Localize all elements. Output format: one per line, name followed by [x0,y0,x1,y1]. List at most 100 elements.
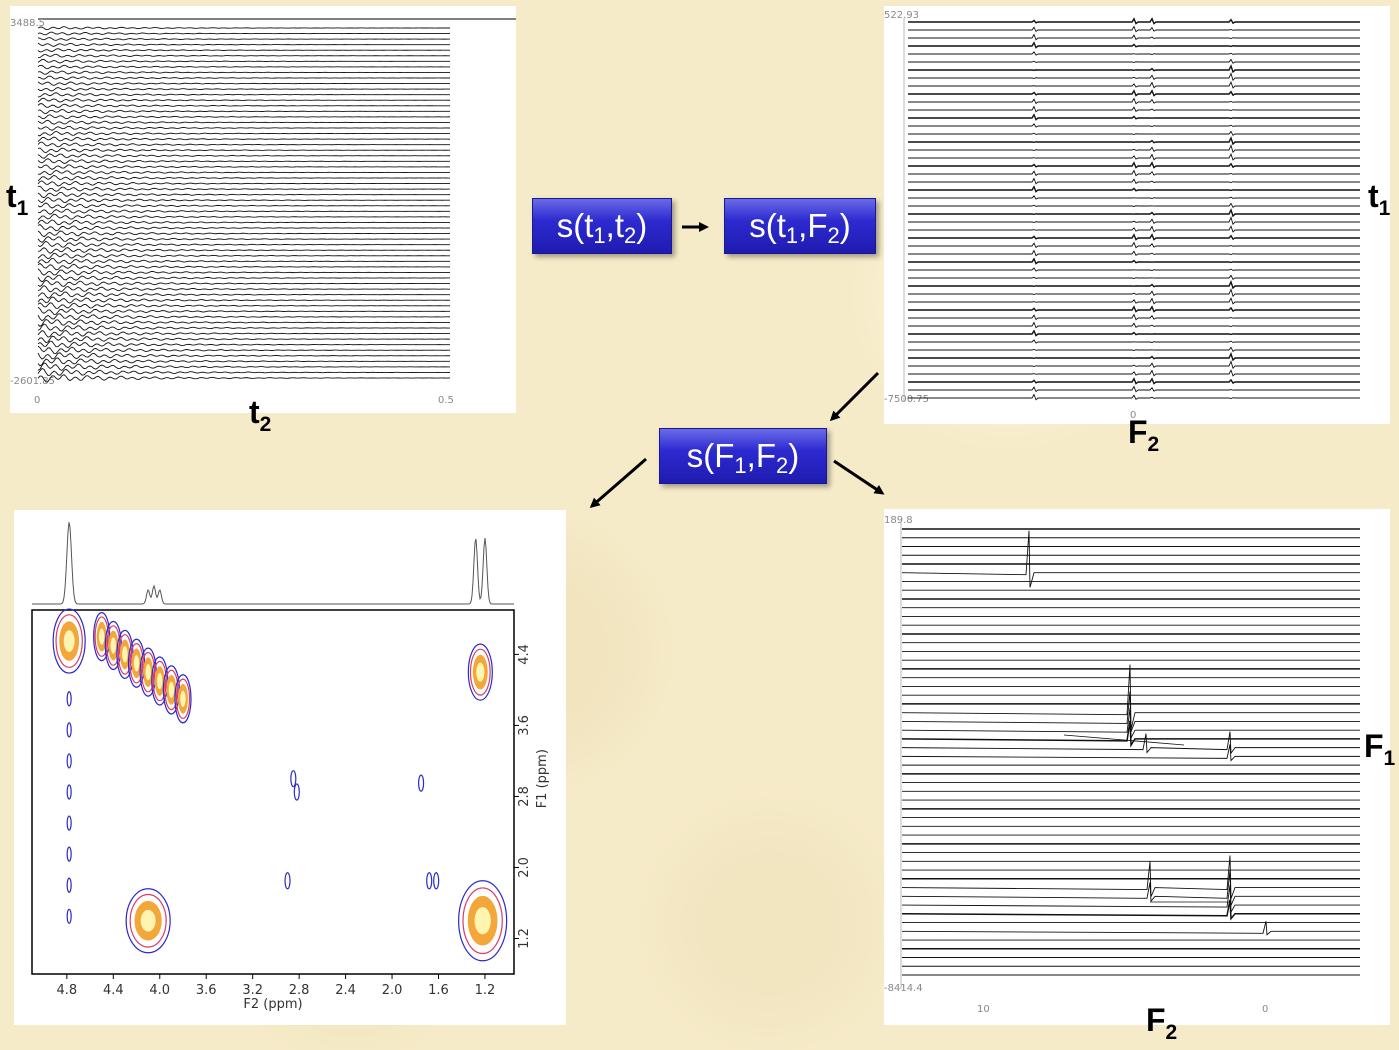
peak-contour [476,662,485,682]
spectrum-trace [908,97,1360,105]
spectrum-trace [908,369,1360,377]
peak-contour [467,643,493,701]
x-tick-label: 1.6 [428,983,449,998]
peak-contour [152,660,167,702]
fid-trace [37,87,451,92]
fid-trace [37,174,450,182]
peak-contour [140,651,156,693]
spectrum-trace [908,202,1360,208]
fid-trace [37,313,451,322]
fid-trace [37,335,451,344]
spectrum-trace [908,105,1360,113]
fid-trace [37,114,450,120]
spectrum-trace [908,280,1360,290]
spectrum-trace [908,25,1360,33]
fid-trace [37,352,451,360]
fid-trace [37,240,451,248]
peak-contour [106,625,121,666]
spectrum-trace [908,136,1360,146]
box-time-domain-sub2: 2 [624,223,637,248]
fid-trace [37,108,451,115]
peak-contour [157,672,163,690]
fid-trace [37,169,451,176]
frequency-stack-plot: 189.8 -8414.4 10 0 [884,515,1360,1015]
box-mixed-domain-var1: t [776,207,786,244]
arrow-mixed-to-frequency [829,371,880,422]
fid-trace [37,59,451,64]
fid-trace [37,53,451,59]
y-tick-label: 1.2 [517,928,532,949]
fid-stack-panel: 3488.5 -2601.85 0 0.5 [10,6,516,413]
weak-peak-contour [290,770,297,788]
spectrum-trace [908,72,1360,82]
spectrum-trace [908,274,1360,280]
fid-trace [37,125,451,131]
fid-trace [37,147,451,154]
y-tick-label: 2.8 [517,786,532,807]
peak-contour [145,663,151,681]
label-tl-t2-main: t [249,394,260,430]
label-br-f2: F2 [1146,1004,1177,1043]
box-frequency-domain-sub2: 2 [776,453,789,478]
weak-peak-contour [293,783,300,801]
x-axis-label: F2 (ppm) [243,997,302,1012]
label-br-f1-sub: 1 [1383,747,1396,770]
spectrum-trace [908,58,1360,64]
noise-contour [66,784,72,800]
peak-contour [55,614,83,668]
noise-contour [66,815,72,831]
box-time-domain-var2: t [614,207,624,244]
fid-trace [37,306,451,315]
x-tick-label: 4.8 [56,983,77,998]
fid-trace [37,285,451,293]
label-br-f1-main: F [1364,728,1384,764]
spectrum-trace [908,64,1360,74]
box-time-domain-close: ) [636,207,648,244]
bottom-value-label: -2601.85 [10,376,55,387]
weak-peak-contour [433,872,440,890]
fid-trace [37,42,451,47]
spectrum-trace [901,899,1360,921]
fid-trace [37,196,451,204]
spectrum-trace [901,884,1360,914]
projection-trace [32,522,514,605]
fid-trace [37,302,451,309]
x-tick-label: 3.2 [242,983,263,998]
peak-contour [133,655,140,672]
spectrum-trace [908,51,1360,56]
box-mixed-domain: s(t1,F2) [724,198,876,254]
noise-contour [66,846,72,862]
spectrum-trace [908,393,1360,401]
box-mixed-domain-open: s( [749,207,777,244]
noise-contour [66,877,72,893]
fid-trace [37,268,451,276]
label-tl-t2-sub: 2 [259,413,272,436]
y-tick-label: 4.4 [517,644,532,665]
label-tr-f2: F2 [1128,416,1159,455]
peak-contour [168,681,175,699]
fid-trace [37,202,451,209]
fid-trace [37,185,451,192]
spectrum-trace [908,329,1360,337]
spectrum-trace [908,161,1360,169]
x-tick-label: 2.4 [335,983,356,998]
bottom-value-label: -7500.75 [884,394,929,405]
x-tick-label: 2.8 [289,983,310,998]
box-mixed-domain-sub2: 2 [827,223,840,248]
arrow-frequency-to-stack [833,459,885,495]
y-axis-label: F1 (ppm) [535,749,550,808]
comma: , [746,437,756,474]
label-tr-t1-main: t [1368,178,1379,214]
top-value-label: 3488.5 [10,18,45,29]
fid-trace [37,291,451,299]
weak-peak-contour [426,872,433,890]
label-tr-t1-sub: 1 [1378,197,1391,220]
box-frequency-domain-var2: F [755,437,776,474]
peak-contour [94,616,109,657]
fid-trace [37,31,451,36]
fid-trace [37,362,451,371]
spectrum-trace [901,921,1360,936]
fid-trace [37,37,451,41]
label-br-f1: F1 [1364,728,1395,769]
plot-frame [31,609,515,975]
